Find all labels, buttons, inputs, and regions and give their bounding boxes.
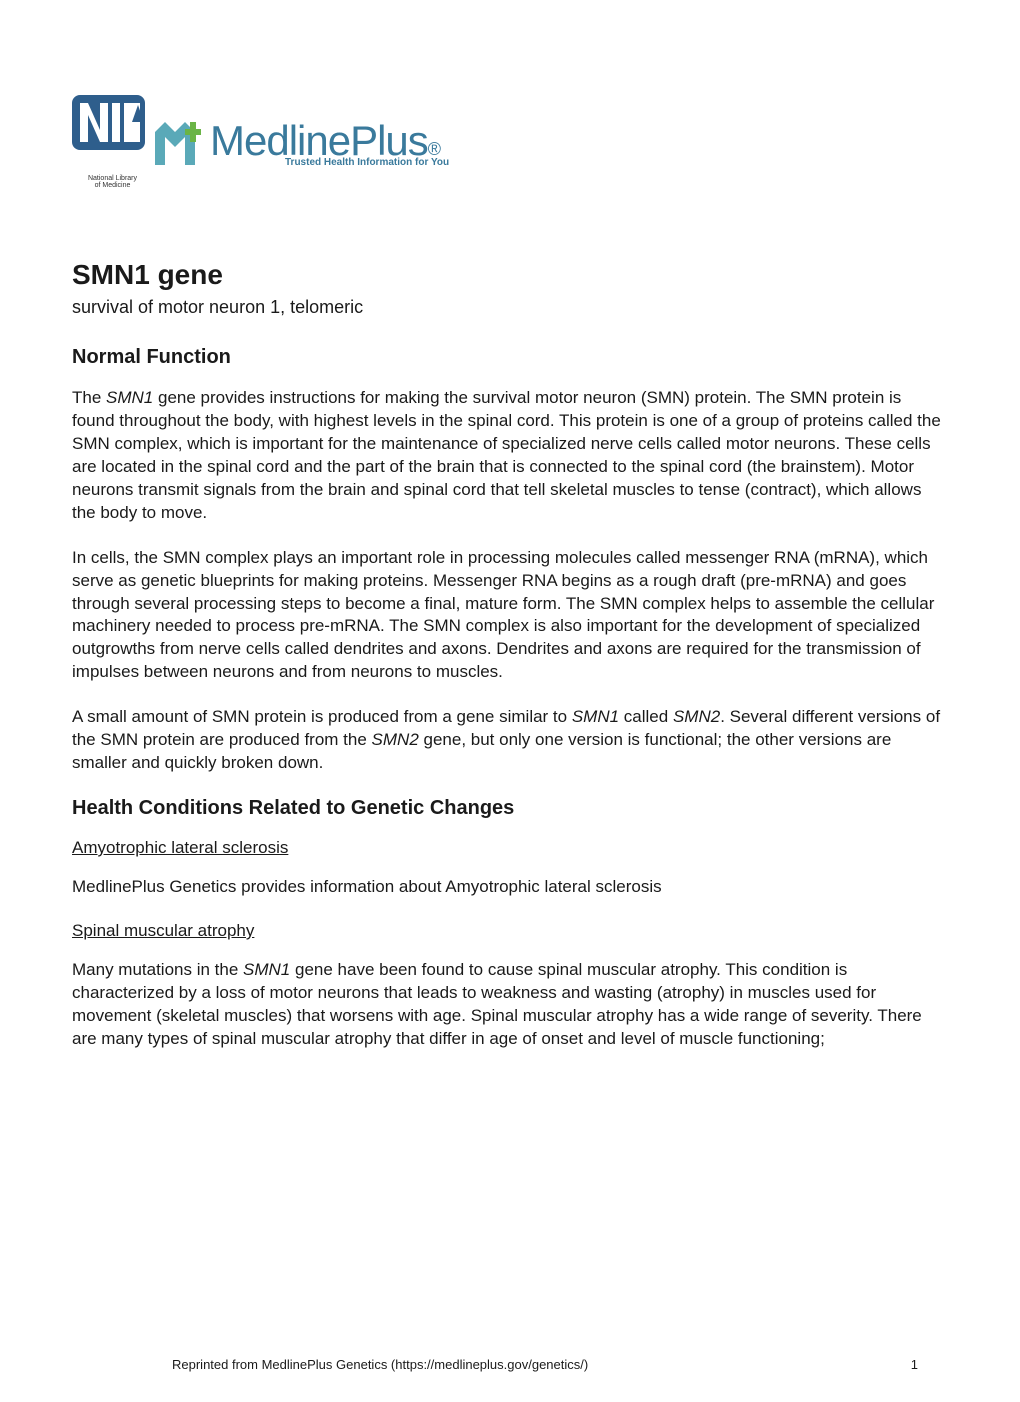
normal-function-para1: The SMN1 gene provides instructions for …	[72, 387, 948, 525]
text-span: A small amount of SMN protein is produce…	[72, 707, 572, 726]
gene-name-italic: SMN1	[572, 707, 619, 726]
brand-tagline: Trusted Health Information for You	[285, 157, 449, 168]
als-text: MedlinePlus Genetics provides informatio…	[72, 876, 948, 899]
gene-name-italic: SMN1	[106, 388, 153, 407]
gene-name-italic: SMN2	[673, 707, 720, 726]
gene-name-italic: SMN2	[372, 730, 419, 749]
normal-function-para3: A small amount of SMN protein is produce…	[72, 706, 948, 775]
normal-function-para2: In cells, the SMN complex plays an impor…	[72, 547, 948, 685]
footer-source: Reprinted from MedlinePlus Genetics (htt…	[172, 1357, 588, 1372]
page-title: SMN1 gene	[72, 259, 948, 291]
text-span: called	[619, 707, 673, 726]
nlm-line2: of Medicine	[72, 182, 153, 189]
footer-page-number: 1	[911, 1357, 918, 1372]
logo-container: National Library of Medicine MedlinePlus…	[72, 95, 948, 189]
section-heading-normal-function: Normal Function	[72, 346, 948, 369]
gene-name-italic: SMN1	[243, 960, 290, 979]
sma-para: Many mutations in the SMN1 gene have bee…	[72, 959, 948, 1051]
nlm-label: National Library of Medicine	[72, 175, 153, 189]
footer: Reprinted from MedlinePlus Genetics (htt…	[0, 1357, 1020, 1372]
medlineplus-logo: MedlinePlus ® Trusted Health Information…	[210, 117, 449, 168]
medlineplus-icon	[153, 117, 208, 167]
condition-heading-als: Amyotrophic lateral sclerosis	[72, 838, 948, 858]
page-subtitle: survival of motor neuron 1, telomeric	[72, 297, 948, 318]
nih-logo: National Library of Medicine	[72, 95, 153, 189]
section-heading-health-conditions: Health Conditions Related to Genetic Cha…	[72, 797, 948, 820]
condition-heading-sma: Spinal muscular atrophy	[72, 921, 948, 941]
text-span: The	[72, 388, 106, 407]
text-span: Many mutations in the	[72, 960, 243, 979]
nlm-line1: National Library	[72, 175, 153, 182]
text-span: gene provides instructions for making th…	[72, 388, 941, 522]
